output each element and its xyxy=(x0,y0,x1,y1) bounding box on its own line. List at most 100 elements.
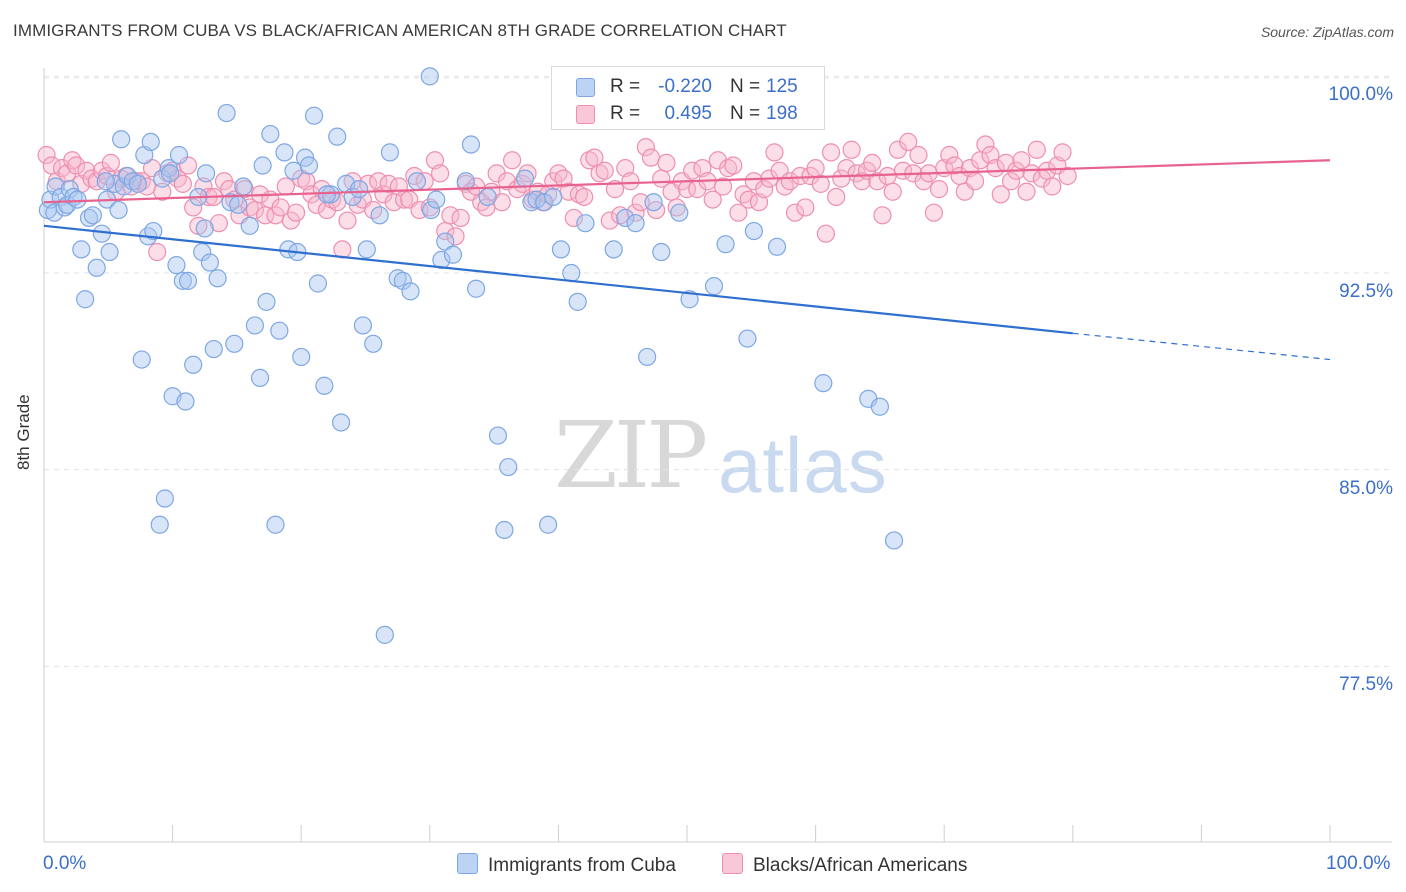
cuba-point xyxy=(96,172,115,191)
black-point xyxy=(878,166,897,186)
cuba-point xyxy=(304,106,324,125)
black-trend-line xyxy=(43,159,1331,204)
black-point xyxy=(173,174,192,193)
cuba-point xyxy=(421,200,441,220)
correlation-legend: R = -0.220 N = 125 R = 0.495 N = 198 xyxy=(551,66,825,130)
cuba-point xyxy=(321,185,340,204)
black-point xyxy=(503,151,522,170)
cuba-point xyxy=(315,376,334,395)
black-point xyxy=(929,180,949,199)
cuba-point xyxy=(155,489,174,508)
black-point xyxy=(590,164,609,183)
bottom-legend-cuba: Immigrants from Cuba xyxy=(457,853,676,877)
cuba-point xyxy=(266,515,285,534)
cuba-point xyxy=(87,258,106,277)
cuba-point xyxy=(270,321,289,340)
black-point xyxy=(492,193,511,212)
cuba-point xyxy=(626,214,645,233)
black-point xyxy=(945,156,964,175)
cuba-point xyxy=(562,263,581,283)
series-black-points xyxy=(37,132,1077,262)
black-point xyxy=(765,143,784,162)
black-point xyxy=(641,148,661,167)
black-point xyxy=(430,164,450,183)
cuba-point xyxy=(123,172,142,191)
cuba-point xyxy=(380,143,400,162)
cuba-point xyxy=(240,216,259,235)
black-point xyxy=(873,206,892,225)
cuba-point xyxy=(670,203,689,222)
cuba-point xyxy=(275,143,294,162)
cuba-point xyxy=(208,269,227,288)
black-point xyxy=(991,185,1010,204)
cuba-point xyxy=(112,130,131,149)
cuba-point xyxy=(128,174,147,193)
cuba-point xyxy=(744,221,763,241)
cuba-point xyxy=(443,245,463,264)
cuba-point xyxy=(229,195,248,214)
black-point xyxy=(842,140,861,159)
black-point xyxy=(631,193,650,212)
cuba-point xyxy=(616,208,635,228)
cuba-point xyxy=(167,256,186,275)
cuba-point xyxy=(539,515,558,534)
cuba-point xyxy=(814,374,833,393)
black-point xyxy=(899,132,918,152)
cuba-point xyxy=(92,224,111,243)
cuba-point xyxy=(225,334,244,353)
cuba-point xyxy=(357,240,376,259)
black-point xyxy=(220,180,239,199)
black-point xyxy=(863,153,882,172)
axes xyxy=(43,68,1392,843)
black-point xyxy=(909,145,928,165)
legend-row-black: R = 0.495 N = 198 xyxy=(552,100,824,128)
legend-r-label: R = xyxy=(610,76,641,97)
black-point xyxy=(791,166,810,186)
black-point xyxy=(153,182,172,201)
cuba-point xyxy=(568,292,587,311)
black-point xyxy=(101,153,120,172)
legend-n-value: 125 xyxy=(766,76,798,97)
black-point xyxy=(379,174,398,193)
cuba-point xyxy=(478,187,497,207)
black-point xyxy=(719,159,738,178)
legend-row-cuba: R = -0.220 N = 125 xyxy=(552,73,824,101)
black-point xyxy=(209,214,228,233)
black-point xyxy=(611,206,630,225)
cuba-point xyxy=(420,67,439,86)
series-cuba-points xyxy=(38,67,904,644)
black-point xyxy=(739,190,758,209)
cuba-point xyxy=(250,368,270,387)
cuba-point xyxy=(704,277,724,296)
watermark-zip: ZIP xyxy=(554,402,708,509)
black-point xyxy=(600,211,619,230)
cuba-point xyxy=(576,214,595,233)
black-point xyxy=(924,203,944,222)
cuba-point xyxy=(466,279,486,298)
black-point xyxy=(657,153,676,172)
black-point xyxy=(883,182,902,201)
cuba-point xyxy=(178,271,198,290)
cuba-point xyxy=(680,290,699,309)
y-tick-label: 85.0% xyxy=(1339,477,1393,499)
cuba-point xyxy=(144,221,163,241)
black-point xyxy=(1017,182,1036,201)
black-point xyxy=(338,211,357,230)
cuba-trend-line xyxy=(43,224,1073,335)
black-point xyxy=(240,198,259,217)
chart-title: IMMIGRANTS FROM CUBA VS BLACK/AFRICAN AM… xyxy=(13,21,787,40)
cuba-point xyxy=(245,316,265,335)
black-point xyxy=(703,190,722,209)
cuba-point xyxy=(160,164,180,183)
black-point xyxy=(1053,143,1072,162)
cuba-point xyxy=(427,190,446,209)
black-point xyxy=(816,224,835,243)
cuba-point xyxy=(407,172,427,191)
cuba-point xyxy=(353,316,373,335)
cuba-point xyxy=(401,282,420,301)
cuba-point xyxy=(884,531,904,550)
cuba-point xyxy=(364,334,383,353)
source-label: Source: ZipAtlas.com xyxy=(1260,24,1394,40)
black-point xyxy=(276,177,295,196)
cuba-point xyxy=(488,426,508,445)
